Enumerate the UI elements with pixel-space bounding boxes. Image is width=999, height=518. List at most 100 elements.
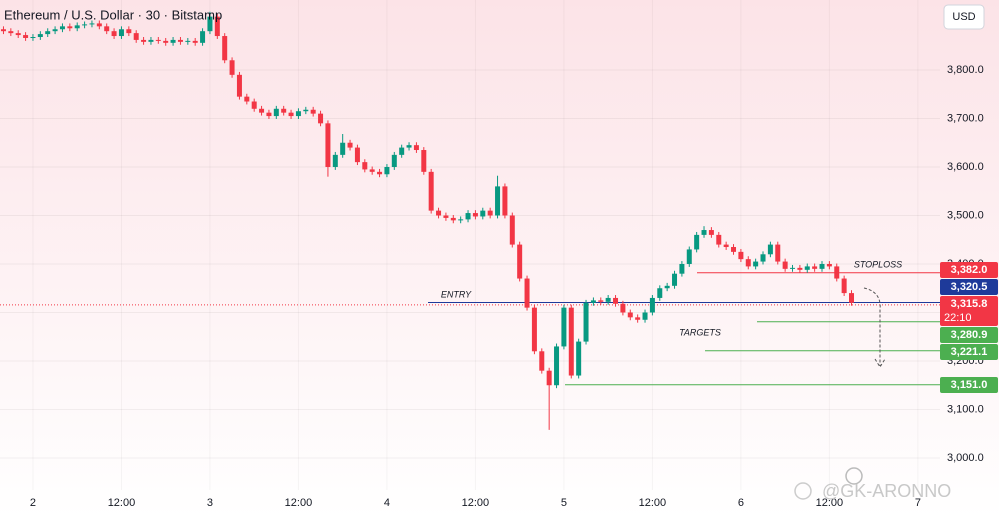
currency-label[interactable]: USD (952, 11, 975, 23)
labels: 3,382.0 STOPLOSS 3,320.5 ENTRY 3,280.9 3,221.… (441, 259, 998, 393)
candle-body (672, 273, 678, 286)
candle-body (266, 112, 272, 117)
candle-body (281, 108, 287, 113)
level-label-box (940, 344, 998, 360)
candle-body (251, 101, 257, 109)
candle-body (0, 29, 6, 32)
candle-body (495, 186, 501, 216)
candle-body (222, 36, 228, 61)
level-name: STOPLOSS (854, 259, 902, 269)
candle-body (89, 23, 95, 25)
candle-body (502, 186, 508, 216)
candle-body (244, 96, 250, 102)
candle-body (458, 219, 464, 221)
candle-body (465, 213, 471, 220)
currency-button[interactable] (943, 4, 985, 30)
x-tick-label: 6 (738, 497, 744, 509)
candle-body (354, 147, 360, 163)
candle-body (576, 341, 582, 376)
candle-body (760, 254, 766, 262)
candle-body (517, 244, 523, 279)
candle-body (561, 307, 567, 347)
watermark: @GK-ARONNO (822, 481, 951, 501)
candle-body (782, 261, 788, 269)
candle-body (694, 234, 700, 250)
level-label: 3,280.9 (951, 329, 988, 341)
candle-body (15, 33, 21, 36)
candle-body (30, 37, 36, 39)
candle-body (148, 39, 154, 42)
candle-body (450, 217, 456, 221)
current-price-label: 3,315.8 (951, 298, 988, 310)
chart-title: Ethereum / U.S. Dollar · 30 · Bitstamp (4, 7, 222, 22)
candle-body (207, 16, 213, 32)
candle-body (775, 244, 781, 262)
candle-body (59, 26, 65, 30)
candle-body (177, 39, 183, 42)
candle-body (82, 24, 88, 26)
candle-body (96, 23, 102, 27)
candle-body (288, 112, 294, 117)
candle-body (23, 35, 29, 38)
candle-body (118, 29, 124, 37)
watermark-logo (794, 482, 812, 500)
candle-body (155, 39, 161, 41)
x-tick-label: 12:00 (108, 497, 136, 509)
x-tick-label: 12:00 (816, 497, 844, 509)
candle-body (214, 16, 220, 37)
candle-body (701, 230, 707, 235)
candle-body (399, 147, 405, 155)
candle-body (539, 351, 545, 371)
level-name: ENTRY (441, 289, 472, 299)
candle-body (679, 263, 685, 274)
candle-body (723, 244, 729, 248)
candle-body (8, 31, 14, 34)
y-tick-label: 3,500.0 (947, 209, 984, 221)
level-label-box (940, 262, 998, 278)
candle-body (605, 297, 611, 302)
candle-body (627, 312, 633, 318)
candle-body (664, 285, 670, 289)
candle-body (74, 25, 80, 29)
candle-body (686, 249, 692, 264)
candle-body (413, 145, 419, 151)
candle-body (649, 297, 655, 313)
level-label: 3,221.1 (951, 346, 988, 358)
candle-body (568, 307, 574, 376)
candle-body (325, 123, 331, 167)
candle-body (192, 40, 198, 43)
x-tick-label: 3 (207, 497, 213, 509)
candle-body (716, 234, 722, 245)
candle-body (332, 154, 338, 167)
x-tick-label: 5 (561, 497, 567, 509)
candle-body (834, 266, 840, 279)
candle-body (443, 215, 449, 218)
candle-body (731, 247, 737, 252)
candle-body (738, 251, 744, 260)
candle-body (377, 171, 383, 175)
candle-body (620, 303, 626, 313)
candle-body (200, 31, 206, 43)
level-label: 3,151.0 (951, 379, 988, 391)
candle-body (259, 108, 265, 113)
candle-body (141, 39, 147, 42)
candle-body (384, 166, 390, 175)
candle-body (767, 244, 773, 255)
candle-body (753, 261, 759, 267)
candle-body (421, 150, 427, 172)
y-tick-label: 3,800.0 (947, 64, 984, 76)
candle-body (170, 39, 176, 43)
candle-body (657, 288, 663, 298)
level-label-box (940, 377, 998, 393)
candle-body (826, 263, 832, 267)
candle-body (133, 33, 139, 40)
candle-body (340, 142, 346, 155)
candle-body (185, 40, 191, 42)
y-tick-label: 3,700.0 (947, 112, 984, 124)
candle-body (236, 74, 242, 97)
candle-body (369, 169, 375, 172)
candle-body (531, 307, 537, 352)
